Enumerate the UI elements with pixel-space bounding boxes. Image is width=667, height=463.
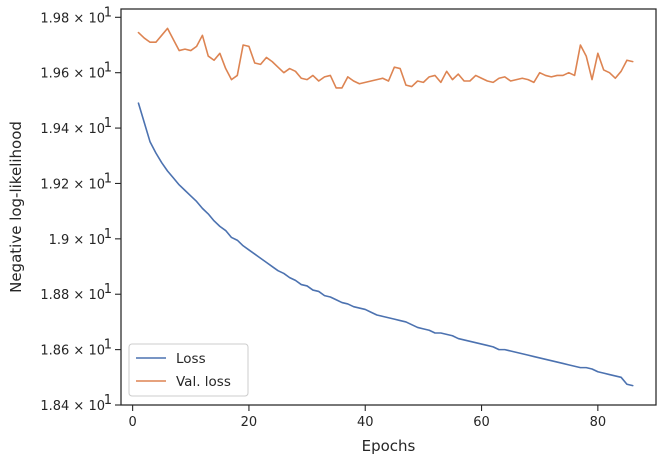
y-tick-exponent: 1	[104, 227, 112, 242]
y-tick-label: 11.86 × 10	[40, 338, 112, 359]
y-tick-label: 11.88 × 10	[40, 282, 112, 303]
y-tick-exponent: 1	[104, 338, 112, 353]
y-tick-exponent: 1	[104, 116, 112, 131]
legend: Loss Val. loss	[128, 343, 249, 397]
y-tick-label: 11.9 × 10	[49, 227, 112, 248]
x-tick-label: 40	[357, 415, 374, 430]
plot-area	[121, 9, 656, 405]
x-tick-label: 0	[128, 415, 136, 430]
y-tick-exponent: 1	[104, 5, 112, 20]
y-tick-mantissa: 1.88 × 10	[40, 288, 105, 303]
y-tick-mantissa: 1.92 × 10	[40, 177, 105, 192]
y-tick-label: 11.96 × 10	[40, 61, 112, 82]
y-tick-mantissa: 1.94 × 10	[40, 122, 105, 137]
y-tick-mantissa: 1.98 × 10	[40, 11, 105, 26]
y-tick-label: 11.84 × 10	[40, 393, 112, 414]
legend-label-val-loss: Val. loss	[176, 374, 231, 390]
y-tick-exponent: 1	[104, 171, 112, 186]
x-axis-label: Epochs	[362, 437, 416, 455]
x-tick-label: 60	[473, 415, 490, 430]
y-tick-label: 11.94 × 10	[40, 116, 112, 137]
x-tick-label: 80	[590, 415, 607, 430]
x-tick-label: 20	[241, 415, 258, 430]
y-axis-label: Negative log-likelihood	[7, 121, 25, 293]
series-line-loss	[137, 102, 634, 387]
legend-box	[128, 343, 249, 397]
x-ticks: 0 20 40 60 80	[128, 405, 606, 430]
legend-label-loss: Loss	[176, 351, 206, 367]
y-tick-mantissa: 1.9 × 10	[49, 233, 105, 248]
plot-frame	[120, 8, 657, 406]
y-tick-mantissa: 1.86 × 10	[40, 344, 105, 359]
y-tick-label: 11.92 × 10	[40, 171, 112, 192]
y-tick-mantissa: 1.84 × 10	[40, 399, 105, 414]
series-line-val-loss	[137, 27, 634, 89]
y-tick-exponent: 1	[104, 393, 112, 408]
y-tick-exponent: 1	[104, 282, 112, 297]
y-tick-label: 11.98 × 10	[40, 5, 112, 26]
y-tick-mantissa: 1.96 × 10	[40, 67, 105, 82]
series-layer	[137, 27, 634, 387]
y-tick-exponent: 1	[104, 61, 112, 76]
